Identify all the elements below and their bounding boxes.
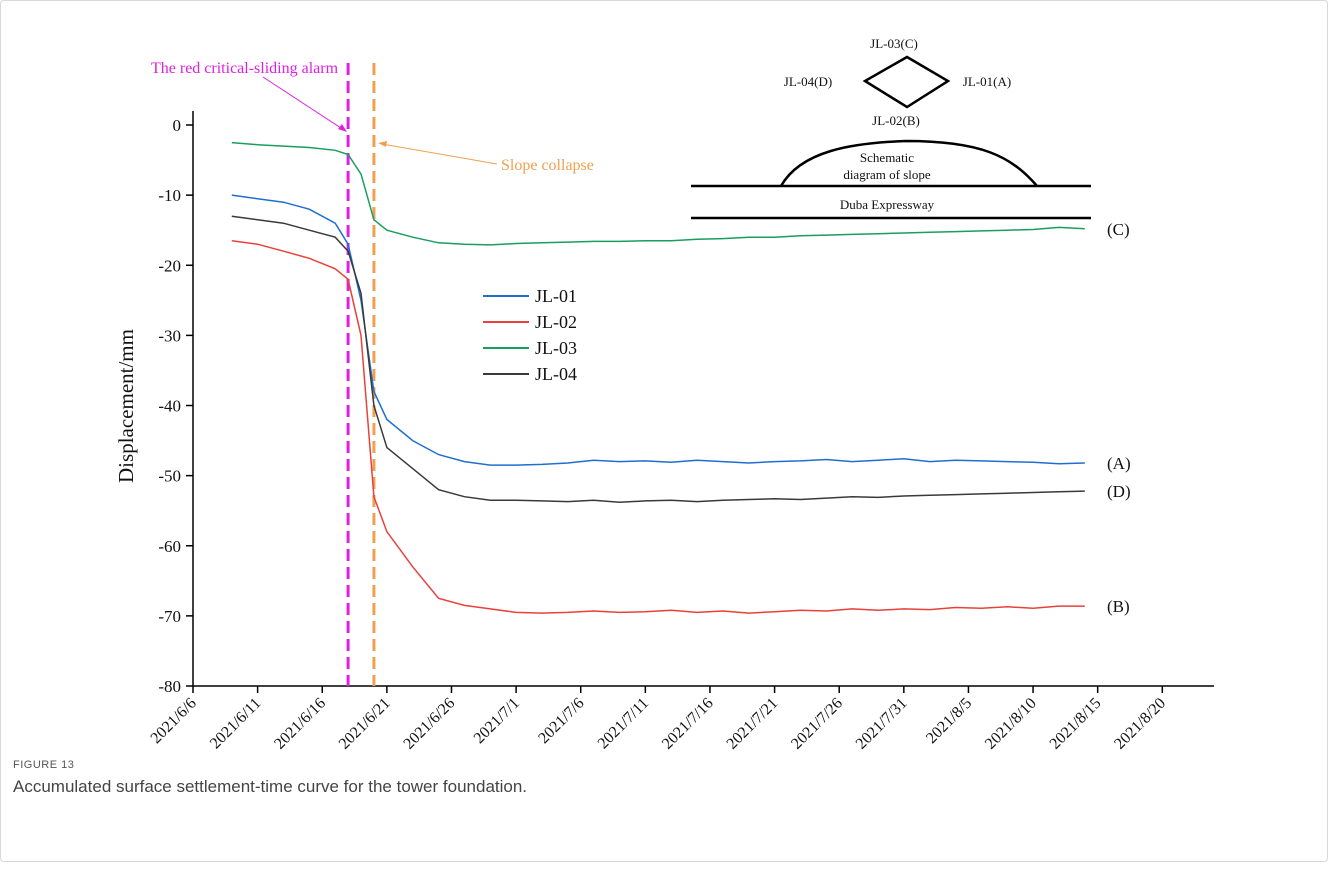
x-tick-label: 2021/8/20 <box>1111 695 1169 751</box>
annotation-arrow <box>263 77 344 130</box>
y-tick-label: -40 <box>158 397 181 416</box>
legend-label: JL-02 <box>535 312 577 332</box>
x-tick-label: 2021/7/26 <box>788 695 846 751</box>
inset-label: Duba Expressway <box>840 197 935 212</box>
series-line <box>232 143 1085 245</box>
inset-schematic: JL-03(C) JL-04(D) JL-01(A) JL-02(B) Sche… <box>691 36 1091 218</box>
inset-label: Schematic <box>860 150 914 165</box>
y-tick-label: -30 <box>158 326 181 345</box>
x-tick-label: 2021/7/31 <box>853 695 911 751</box>
arrow-head <box>338 124 347 132</box>
figure-caption: Accumulated surface settlement-time curv… <box>13 777 527 797</box>
chart: Displacement/mm The red critical-sliding… <box>1 1 1327 751</box>
annotation: Slope collapse <box>501 157 594 174</box>
y-tick-label: 0 <box>173 116 182 135</box>
series-end-label: (C) <box>1107 220 1130 239</box>
inset-label: diagram of slope <box>843 167 931 182</box>
x-tick-label: 2021/6/11 <box>207 695 264 751</box>
y-tick-label: -80 <box>158 677 181 696</box>
x-tick-label: 2021/6/6 <box>148 695 200 747</box>
x-tick-label: 2021/7/1 <box>471 695 523 747</box>
legend-label: JL-03 <box>535 338 577 358</box>
x-tick-label: 2021/7/21 <box>724 695 782 751</box>
x-tick-label: 2021/8/5 <box>923 695 975 747</box>
y-tick-label: -60 <box>158 537 181 556</box>
series-end-label: (D) <box>1107 482 1131 501</box>
x-tick-label: 2021/6/21 <box>336 695 394 751</box>
inset-label: JL-02(B) <box>872 113 920 128</box>
y-tick-label: -50 <box>158 467 181 486</box>
inset-label: JL-01(A) <box>963 74 1011 89</box>
series-line <box>232 216 1085 502</box>
figure: Displacement/mm The red critical-sliding… <box>0 0 1328 862</box>
y-tick-label: -10 <box>158 186 181 205</box>
x-tick-label: 2021/8/15 <box>1047 695 1105 751</box>
inset-label: JL-04(D) <box>784 74 832 89</box>
x-tick-label: 2021/8/10 <box>982 695 1040 751</box>
x-tick-label: 2021/7/6 <box>535 695 587 747</box>
figure-number: FIGURE 13 <box>13 759 74 771</box>
x-tick-label: 2021/6/16 <box>271 695 329 751</box>
legend-label: JL-04 <box>535 364 577 384</box>
inset-label: JL-03(C) <box>870 36 918 51</box>
tower-diamond <box>865 57 948 107</box>
series-end-label: (B) <box>1107 597 1130 616</box>
y-tick-label: -70 <box>158 607 181 626</box>
series-end-label: (A) <box>1107 454 1131 473</box>
y-tick-label: -20 <box>158 256 181 275</box>
x-tick-label: 2021/7/16 <box>659 695 717 751</box>
legend-label: JL-01 <box>535 286 577 306</box>
annotation: The red critical-sliding alarm <box>151 60 339 77</box>
x-tick-label: 2021/7/11 <box>595 695 652 751</box>
arrow-head <box>378 141 387 147</box>
y-axis-label: Displacement/mm <box>114 329 138 483</box>
annotation-arrow <box>382 144 497 164</box>
x-tick-label: 2021/6/26 <box>400 695 458 751</box>
